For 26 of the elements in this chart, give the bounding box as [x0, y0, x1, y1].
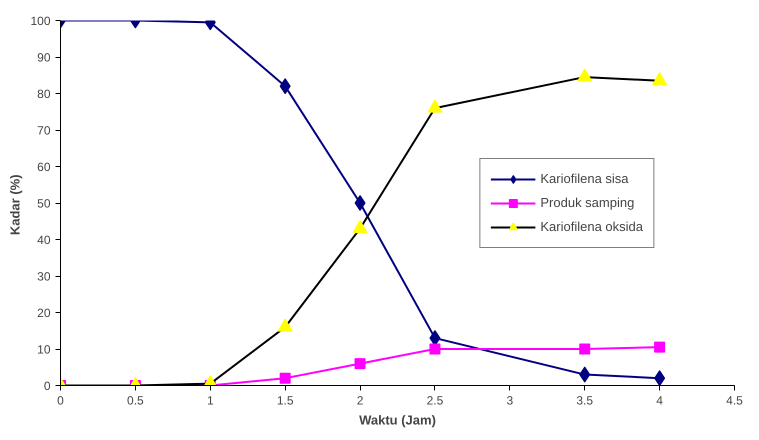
- y-tick-label: 80: [37, 87, 51, 101]
- y-tick-label: 100: [30, 14, 51, 28]
- y-tick-label: 20: [37, 306, 51, 320]
- legend-label: Produk samping: [540, 195, 634, 210]
- y-tick-label: 60: [37, 160, 51, 174]
- x-tick-label: 3: [506, 394, 514, 408]
- y-tick-label: 50: [37, 196, 51, 210]
- x-tick-label: 0: [57, 394, 64, 408]
- legend-label: Kariofilena sisa: [540, 171, 629, 186]
- y-tick-label: 90: [37, 50, 51, 64]
- y-tick-label: 40: [37, 233, 51, 247]
- legend-label: Kariofilena oksida: [540, 219, 643, 234]
- y-tick-label: 30: [37, 270, 51, 284]
- y-axis-title: Kadar (%): [7, 174, 22, 236]
- x-axis-title: Waktu (Jam): [359, 412, 436, 428]
- x-tick-label: 1: [206, 394, 214, 408]
- x-tick-label: 3.5: [576, 394, 594, 408]
- y-tick-label: 10: [37, 342, 51, 356]
- x-tick-label: 2: [356, 394, 364, 408]
- x-tick-label: 2.5: [426, 394, 444, 408]
- y-tick-label: 0: [44, 379, 51, 393]
- x-tick-label: 0.5: [127, 394, 144, 408]
- y-tick-label: 70: [37, 124, 51, 138]
- x-tick-label: 4: [656, 394, 664, 408]
- x-tick-label: 4.5: [726, 394, 744, 408]
- x-tick-label: 1.5: [276, 394, 294, 408]
